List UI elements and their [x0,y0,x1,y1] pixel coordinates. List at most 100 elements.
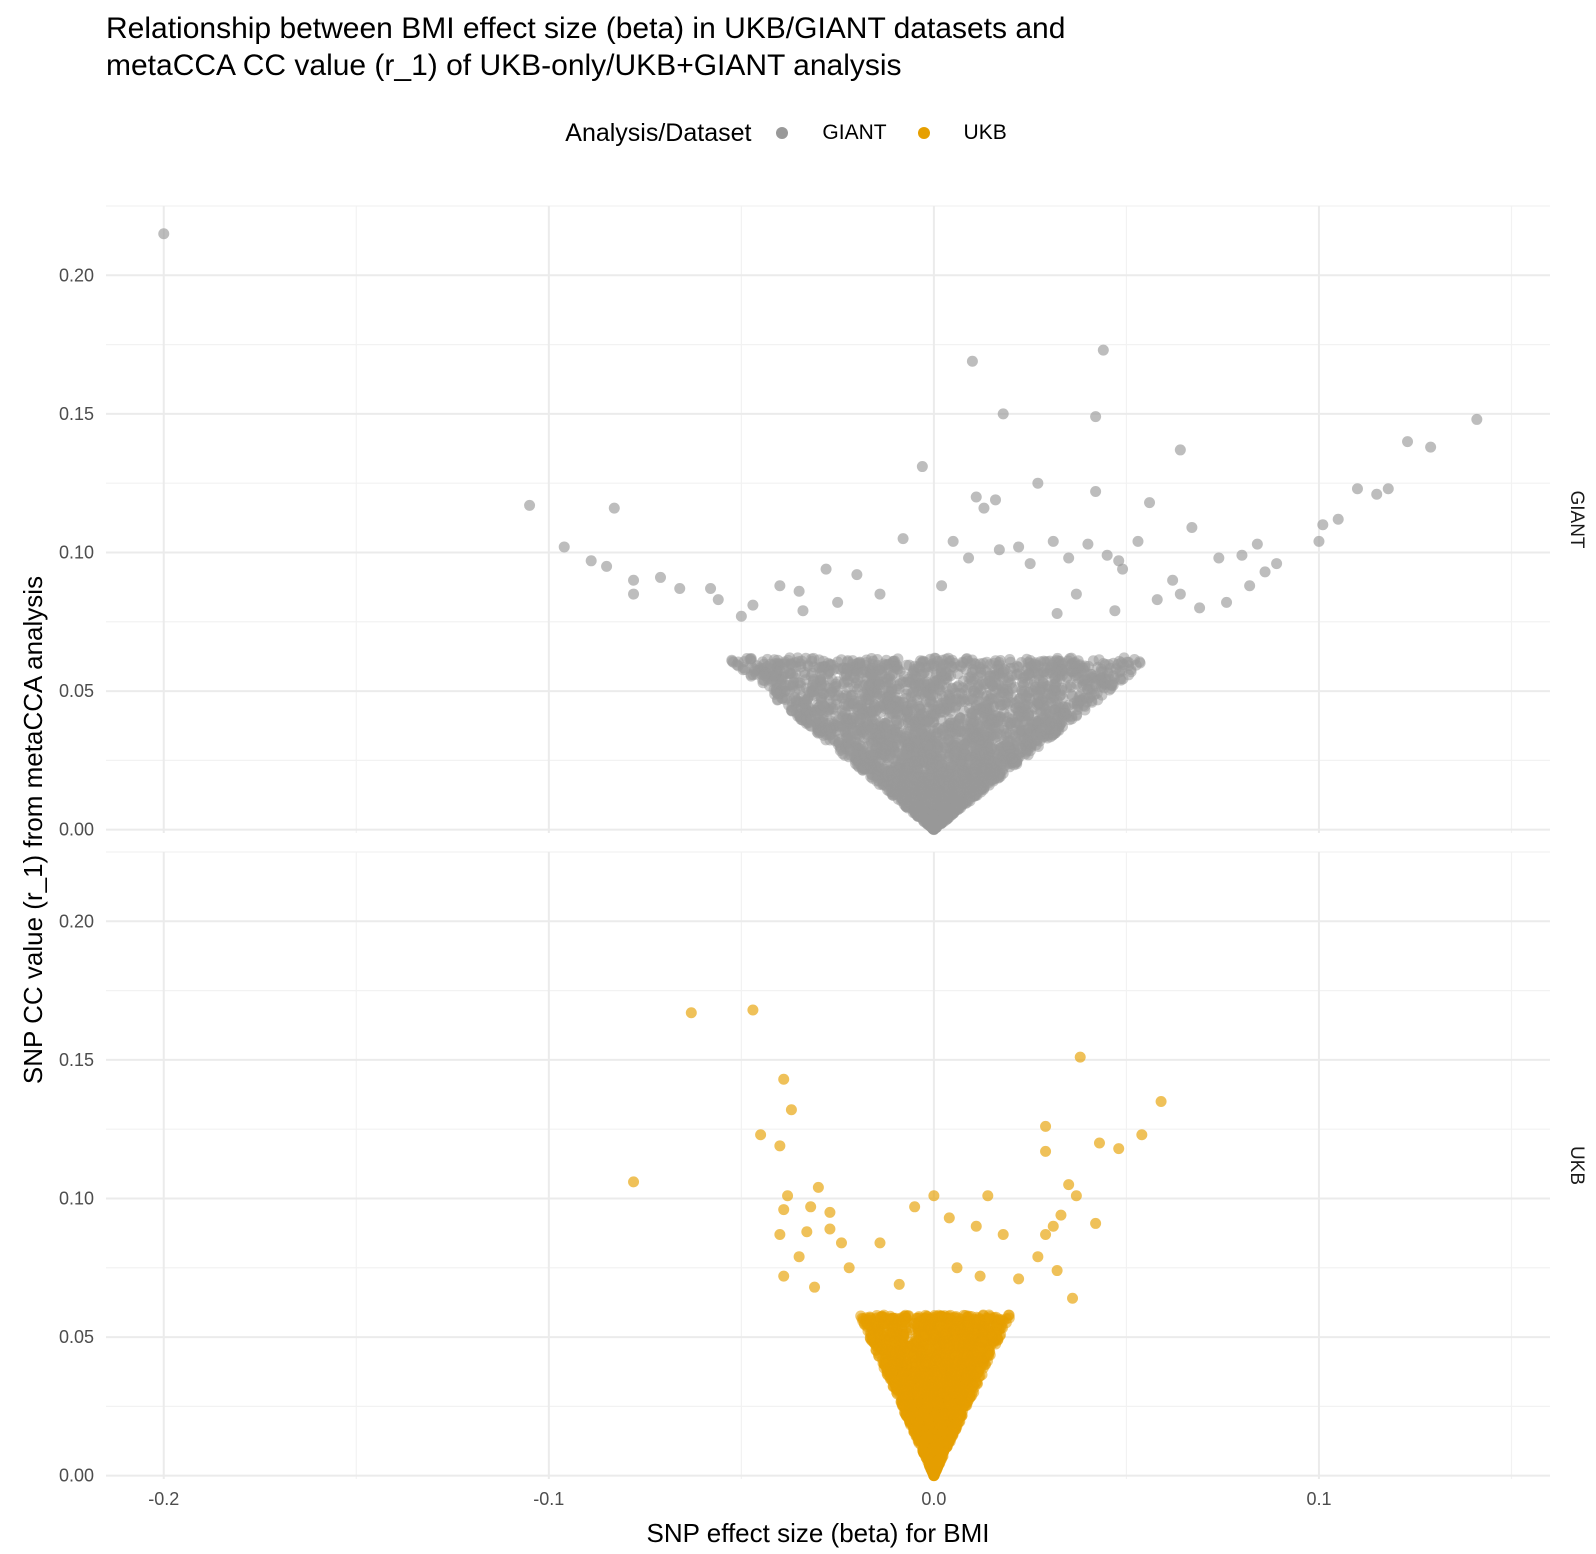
data-point [1015,693,1026,704]
data-point [1090,411,1101,422]
data-point [980,754,991,765]
data-point [736,611,747,622]
data-point [948,536,959,547]
data-point [1132,536,1143,547]
data-point [1083,661,1094,672]
data-point [748,669,759,680]
data-point [1371,489,1382,500]
data-point [866,670,877,681]
data-point [1048,536,1059,547]
data-point [1033,670,1044,681]
data-point [1352,483,1363,494]
data-point [1025,655,1036,666]
data-point [1023,710,1034,721]
data-point [884,673,895,684]
data-point [997,687,1008,698]
data-point [1221,597,1232,608]
data-point [944,714,955,725]
data-point [889,732,900,743]
data-point [890,692,901,703]
data-point [916,669,927,680]
data-point [948,803,959,814]
data-point [978,658,989,669]
data-point [889,656,900,667]
data-point [1098,345,1109,356]
data-point [524,500,535,511]
data-point [905,783,916,794]
data-point [1034,736,1045,747]
data-point [1007,683,1018,694]
data-point [628,575,639,586]
data-point [858,754,869,765]
data-point [919,770,930,781]
y-tick-label: 0.00 [59,820,94,840]
data-point [827,674,838,685]
data-point [1102,550,1113,561]
data-point [961,735,972,746]
data-point [769,670,780,681]
data-point [609,503,620,514]
data-point [917,783,928,794]
data-point [941,654,952,665]
data-point [1134,656,1145,667]
data-point [1052,608,1063,619]
y-tick-label: 0.05 [59,1327,94,1347]
data-point [970,759,981,770]
data-point [774,580,785,591]
data-point [1011,756,1022,767]
data-point [972,780,983,791]
data-point [967,718,978,729]
data-point [1117,564,1128,575]
data-point [738,662,749,673]
data-point [978,692,989,703]
facet-strip-giant: GIANT [1566,490,1587,548]
y-tick-label: 0.15 [59,1050,94,1070]
data-point [1034,697,1045,708]
data-point [817,664,828,675]
data-point [1090,486,1101,497]
y-tick-label: 0.20 [59,911,94,931]
data-point [1094,654,1105,665]
data-point [1025,558,1036,569]
data-point [971,747,982,758]
data-point [804,720,815,731]
y-tick-label: 0.10 [59,1188,94,1208]
data-point [1034,686,1045,697]
data-point [825,735,836,746]
data-point [787,659,798,670]
data-point [898,773,909,784]
data-point [908,687,919,698]
data-point [886,767,897,778]
data-point [964,791,975,802]
y-tick-label: 0.15 [59,404,94,424]
data-point [158,228,169,239]
data-point [917,461,928,472]
data-point [888,786,899,797]
data-point [963,553,974,564]
data-point [906,742,917,753]
data-point [1236,550,1247,561]
data-point [1003,736,1014,747]
data-point [1313,536,1324,547]
data-point [1047,660,1058,671]
data-point [1063,553,1074,564]
data-point [832,597,843,608]
data-point [559,541,570,552]
data-point [989,722,1000,733]
data-point [849,672,860,683]
data-point [821,564,832,575]
data-point [1260,566,1271,577]
data-point [947,696,958,707]
data-point [898,533,909,544]
data-point [986,774,997,785]
data-point [933,775,944,786]
data-point [1194,602,1205,613]
data-point [835,745,846,756]
data-point [920,690,931,701]
data-point [1425,442,1436,453]
data-point [838,711,849,722]
data-point [1057,664,1068,675]
data-point [628,589,639,600]
data-point [1108,680,1119,691]
data-point [875,702,886,713]
